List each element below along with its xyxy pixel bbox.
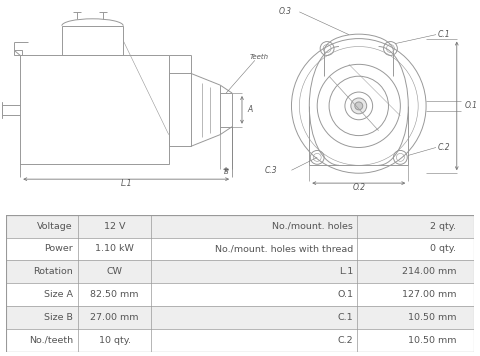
Text: 1.10 kW: 1.10 kW [95,245,134,253]
Text: 10.50 mm: 10.50 mm [408,313,456,322]
Text: Power: Power [44,245,73,253]
Bar [20,56,169,164]
Text: C.2: C.2 [338,336,353,345]
Bar [6,306,474,329]
Text: 10 qty.: 10 qty. [99,336,131,345]
Text: Teeth: Teeth [250,54,269,61]
Text: Size A: Size A [44,290,73,299]
Bar [6,329,474,352]
Text: 12 V: 12 V [104,221,125,231]
Text: O.1: O.1 [465,101,478,110]
Bar [6,283,474,306]
Text: O.2: O.2 [352,183,365,192]
Text: Rotation: Rotation [33,267,73,276]
Text: L.1: L.1 [339,267,353,276]
Text: A: A [247,105,252,114]
Text: 82.50 mm: 82.50 mm [90,290,139,299]
Bar [6,237,474,260]
Bar [14,51,22,56]
Text: Voltage: Voltage [37,221,73,231]
Circle shape [351,98,367,114]
Bar [62,26,123,56]
Bar [6,215,474,237]
Bar [169,73,191,146]
Text: 0 qty.: 0 qty. [431,245,456,253]
Bar [6,260,474,283]
Text: 2 qty.: 2 qty. [431,221,456,231]
Text: 127.00 mm: 127.00 mm [402,290,456,299]
Text: C.2: C.2 [438,143,451,152]
Circle shape [355,102,363,110]
Text: No./mount. holes with thread: No./mount. holes with thread [215,245,353,253]
Text: No./mount. holes: No./mount. holes [273,221,353,231]
Text: C.1: C.1 [438,30,451,39]
Text: Size B: Size B [44,313,73,322]
Text: C.1: C.1 [338,313,353,322]
Text: 214.00 mm: 214.00 mm [402,267,456,276]
Text: CW: CW [107,267,123,276]
Text: 10.50 mm: 10.50 mm [408,336,456,345]
Text: B: B [224,169,228,175]
Bar [0,102,2,118]
Text: No./teeth: No./teeth [29,336,73,345]
Text: 27.00 mm: 27.00 mm [90,313,139,322]
Text: O.1: O.1 [337,290,353,299]
Text: O.3: O.3 [278,7,291,16]
Text: C.3: C.3 [265,166,277,175]
Text: L.1: L.1 [120,179,132,188]
